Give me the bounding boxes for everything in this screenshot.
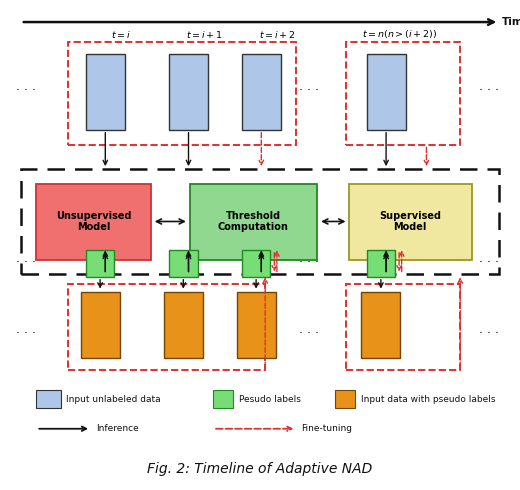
Bar bbox=[81, 292, 120, 358]
Text: · · ·: · · · bbox=[479, 256, 499, 269]
Bar bbox=[169, 250, 198, 277]
Bar bbox=[237, 292, 276, 358]
Bar bbox=[36, 184, 151, 260]
Bar bbox=[349, 184, 472, 260]
Bar bbox=[169, 54, 208, 130]
Text: Threshold
Computation: Threshold Computation bbox=[218, 211, 289, 232]
Bar bbox=[335, 390, 355, 408]
Text: Inference: Inference bbox=[96, 424, 139, 433]
Bar bbox=[367, 54, 406, 130]
Bar bbox=[346, 42, 460, 145]
Bar bbox=[68, 284, 265, 370]
Bar bbox=[86, 54, 125, 130]
Bar bbox=[213, 390, 233, 408]
Text: · · ·: · · · bbox=[16, 256, 36, 269]
Bar bbox=[21, 169, 499, 274]
Text: Time: Time bbox=[502, 17, 520, 27]
Text: Fig. 2: Timeline of Adaptive NAD: Fig. 2: Timeline of Adaptive NAD bbox=[147, 463, 373, 476]
Text: $t=i$: $t=i$ bbox=[111, 29, 131, 40]
Text: · · ·: · · · bbox=[16, 84, 36, 97]
Text: Unsupervised
Model: Unsupervised Model bbox=[56, 211, 132, 232]
Bar bbox=[242, 250, 270, 277]
Bar bbox=[367, 250, 395, 277]
Text: Supervised
Model: Supervised Model bbox=[379, 211, 441, 232]
Bar bbox=[36, 390, 61, 408]
Text: · · ·: · · · bbox=[479, 84, 499, 97]
Bar bbox=[68, 42, 296, 145]
Text: · · ·: · · · bbox=[300, 84, 319, 97]
Text: · · ·: · · · bbox=[479, 327, 499, 340]
Text: $t=i+2$: $t=i+2$ bbox=[259, 29, 295, 40]
Bar bbox=[86, 250, 114, 277]
Bar bbox=[164, 292, 203, 358]
Text: Input data with pseudo labels: Input data with pseudo labels bbox=[361, 395, 496, 404]
Bar bbox=[242, 54, 281, 130]
Text: $t=i+1$: $t=i+1$ bbox=[186, 29, 223, 40]
Text: Input unlabeled data: Input unlabeled data bbox=[66, 395, 161, 404]
Text: $t=n(n>(i+2))$: $t=n(n>(i+2))$ bbox=[361, 28, 437, 40]
Bar bbox=[361, 292, 400, 358]
Bar bbox=[346, 284, 460, 370]
Text: Pesudo labels: Pesudo labels bbox=[239, 395, 301, 404]
Text: · · ·: · · · bbox=[16, 327, 36, 340]
Text: · · ·: · · · bbox=[300, 256, 319, 269]
Text: · · ·: · · · bbox=[300, 327, 319, 340]
Text: Fine-tuning: Fine-tuning bbox=[302, 424, 353, 433]
Bar bbox=[190, 184, 317, 260]
